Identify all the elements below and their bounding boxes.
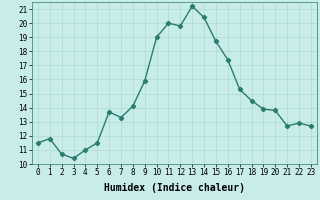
X-axis label: Humidex (Indice chaleur): Humidex (Indice chaleur) [104,183,245,193]
